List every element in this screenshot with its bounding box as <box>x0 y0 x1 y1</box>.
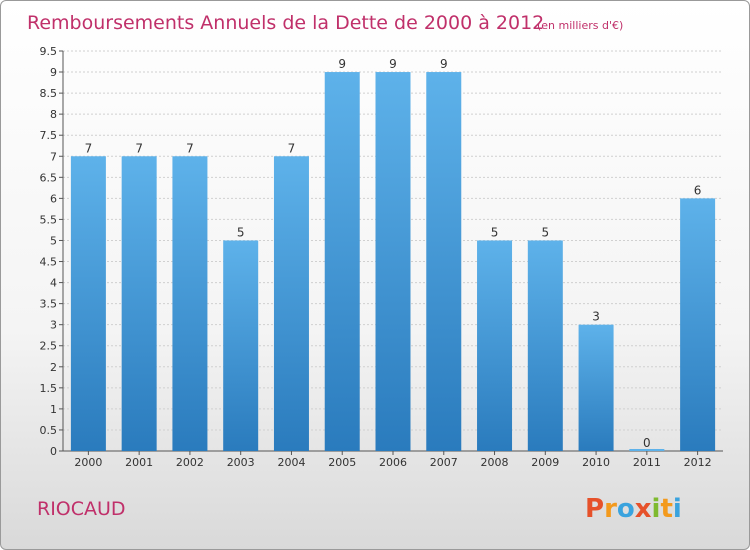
logo-letter: o <box>617 494 635 524</box>
commune-name: RIOCAUD <box>37 498 126 520</box>
y-tick-label: 1 <box>50 403 57 416</box>
x-tick-label: 2009 <box>531 456 559 469</box>
data-label: 6 <box>694 183 702 197</box>
y-tick-label: 2 <box>50 361 57 374</box>
proxiti-logo: Proxiti <box>585 494 682 524</box>
bar <box>70 156 106 451</box>
axes: 0 0.5 1 1.5 2 2.5 3 3.5 4 4.5 5 5.5 6 6.5 7 7.5 8 8.5 9 9.5… <box>40 45 723 469</box>
x-tick-label: 2000 <box>74 456 102 469</box>
logo-letter: t <box>660 494 672 524</box>
y-tick-label: 7.5 <box>40 129 58 142</box>
data-label: 5 <box>491 225 499 239</box>
bar <box>477 240 513 451</box>
data-label: 7 <box>186 141 194 155</box>
y-tick-label: 3.5 <box>40 298 58 311</box>
x-tick-label: 2006 <box>379 456 407 469</box>
y-tick-label: 8.5 <box>40 87 58 100</box>
data-label: 0 <box>643 436 651 450</box>
y-tick-label: 4.5 <box>40 256 58 269</box>
bar <box>578 324 614 451</box>
bar <box>426 72 462 451</box>
bar <box>680 198 716 451</box>
y-tick-label: 6 <box>50 192 57 205</box>
y-tick-label: 4 <box>50 277 57 290</box>
logo-letter: P <box>585 494 604 524</box>
bar <box>121 156 157 451</box>
data-label: 7 <box>135 141 143 155</box>
data-labels: 7 7 7 5 7 9 9 9 5 5 3 0 6 <box>85 57 702 450</box>
y-tick-label: 8 <box>50 108 57 121</box>
logo-letter: x <box>635 494 652 524</box>
data-label: 5 <box>541 225 549 239</box>
logo-letter: i <box>652 494 661 524</box>
y-tick-label: 9 <box>50 66 57 79</box>
bars <box>70 72 716 451</box>
y-tick-label: 1.5 <box>40 382 58 395</box>
bar <box>375 72 411 451</box>
chart-title: Remboursements Annuels de la Dette de 20… <box>27 12 544 34</box>
logo-letter: i <box>673 494 682 524</box>
x-tick-label: 2005 <box>328 456 356 469</box>
x-tick-label: 2002 <box>176 456 204 469</box>
bar <box>223 240 259 451</box>
chart-subtitle: (en milliers d'€) <box>537 19 623 32</box>
data-label: 9 <box>338 57 346 71</box>
data-label: 9 <box>389 57 397 71</box>
y-tick-label: 5.5 <box>40 213 58 226</box>
y-tick-label: 0 <box>50 445 57 458</box>
x-tick-label: 2007 <box>430 456 458 469</box>
x-tick-label: 2011 <box>633 456 661 469</box>
x-tick-label: 2010 <box>582 456 610 469</box>
x-tick-label: 2001 <box>125 456 153 469</box>
logo-letter: r <box>604 494 617 524</box>
x-tick-label: 2003 <box>227 456 255 469</box>
data-label: 7 <box>288 141 296 155</box>
bar <box>172 156 208 451</box>
y-tick-label: 9.5 <box>40 45 58 58</box>
data-label: 9 <box>440 57 448 71</box>
x-tick-label: 2004 <box>277 456 305 469</box>
bar <box>273 156 309 451</box>
y-tick-label: 5 <box>50 234 57 247</box>
y-tick-label: 6.5 <box>40 171 58 184</box>
data-label: 7 <box>85 141 93 155</box>
y-tick-label: 7 <box>50 150 57 163</box>
y-tick-label: 0.5 <box>40 424 58 437</box>
data-label: 3 <box>592 310 600 324</box>
x-tick-label: 2012 <box>684 456 712 469</box>
y-tick-label: 2.5 <box>40 340 58 353</box>
y-tick-label: 3 <box>50 319 57 332</box>
data-label: 5 <box>237 225 245 239</box>
bar <box>527 240 563 451</box>
x-tick-label: 2008 <box>481 456 509 469</box>
bar <box>324 72 360 451</box>
